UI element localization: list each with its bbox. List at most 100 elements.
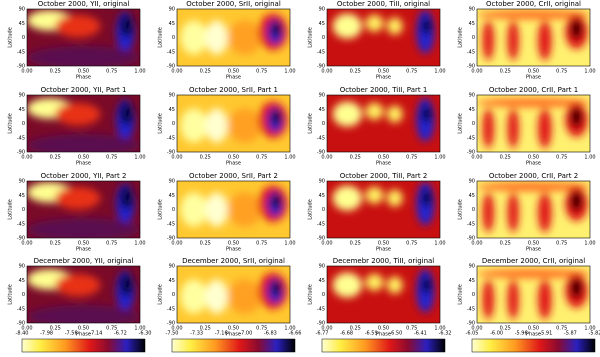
y-tick-label: 0 (472, 121, 475, 127)
x-tick-label: 0.25 (500, 326, 511, 332)
heat-blob (477, 10, 590, 20)
heat-blob (271, 22, 281, 36)
x-tick-label: 0.75 (256, 326, 267, 332)
y-tick-label: 0 (22, 35, 25, 41)
heat-blob (482, 279, 494, 320)
y-tick-label: -90 (167, 321, 175, 327)
y-tick-label: 90 (469, 93, 475, 99)
y-tick-label: -45 (167, 135, 175, 141)
colorbar-tick-label: -5.87 (564, 331, 577, 337)
y-tick-label: 45 (169, 278, 175, 284)
x-axis-label: Phase (376, 161, 391, 167)
heat-blob (386, 105, 403, 123)
y-axis-label: Latitude (158, 27, 164, 48)
heat-blob (120, 273, 133, 297)
heat-blob (55, 102, 101, 126)
x-tick-label: 1.00 (434, 155, 445, 161)
heat-blob (271, 281, 281, 295)
panel-frame (26, 94, 141, 153)
colorbar (471, 338, 596, 353)
heat-blobs (332, 269, 435, 313)
x-tick-label: 0.75 (556, 241, 567, 247)
y-axis-label: Latitude (8, 199, 14, 220)
y-tick-label: -45 (317, 306, 325, 312)
heat-blob (180, 108, 208, 143)
x-tick-label: 0.50 (378, 241, 389, 247)
y-axis-label: Latitude (308, 113, 314, 134)
heat-blobs (332, 182, 435, 226)
y-tick-label: -45 (317, 221, 325, 227)
x-tick-label: 0.00 (21, 155, 32, 161)
x-tick-label: 0.75 (256, 69, 267, 75)
colorbar-tick-label: -7.56 (65, 331, 78, 337)
y-tick-label: 45 (19, 107, 25, 113)
y-tick-label: -45 (467, 221, 475, 227)
heat-blob (271, 110, 281, 124)
heat-blob (180, 192, 208, 227)
y-tick-label: 90 (169, 93, 175, 99)
colorbar-tick-label: -6.30 (139, 331, 152, 337)
panel-frame (326, 94, 441, 153)
y-tick-label: -45 (17, 49, 25, 55)
y-tick-label: 90 (319, 7, 325, 13)
panel-frame (176, 8, 291, 67)
y-tick-label: 0 (322, 121, 325, 127)
heatmap (27, 9, 140, 66)
heat-blob (27, 218, 140, 238)
y-axis-label: Latitude (308, 284, 314, 305)
x-tick-label: 0.50 (78, 69, 89, 75)
x-tick-label: 0.00 (21, 326, 32, 332)
x-tick-label: 0.25 (50, 155, 61, 161)
panel-frame (476, 94, 591, 153)
heat-blob (570, 190, 583, 212)
panel-frame (476, 265, 591, 324)
panel-title: October 2000, CrII, Part 2 (489, 172, 578, 180)
heat-blobs (180, 272, 288, 314)
x-tick-label: 1.00 (134, 69, 145, 75)
colorbar-tick-label: -7.14 (89, 331, 102, 337)
heat-blobs (27, 98, 140, 152)
x-axis-label: Phase (526, 247, 541, 253)
heat-blob (332, 101, 363, 127)
heat-blob (120, 14, 133, 38)
heat-blob (227, 192, 262, 227)
heat-blob (365, 186, 384, 204)
x-tick-label: 0.00 (321, 241, 332, 247)
x-tick-label: 0.75 (406, 155, 417, 161)
y-tick-label: 45 (169, 193, 175, 199)
x-tick-label: 1.00 (434, 241, 445, 247)
heat-blob (227, 108, 262, 143)
heat-blob (421, 189, 431, 207)
y-tick-label: 90 (319, 93, 325, 99)
x-tick-label: 0.75 (406, 326, 417, 332)
panel-title: October 2000, TiII, Part 1 (340, 86, 428, 94)
y-tick-label: 45 (469, 193, 475, 199)
y-axis-label: Latitude (8, 27, 14, 48)
panel-frame (476, 180, 591, 239)
y-axis-label: Latitude (158, 284, 164, 305)
x-tick-label: 0.50 (528, 241, 539, 247)
panel-frame (176, 180, 291, 239)
y-tick-label: -90 (17, 236, 25, 242)
y-tick-label: -45 (17, 306, 25, 312)
colorbar-tick-label: -6.83 (264, 331, 277, 337)
colorbar-tick-label: -7.98 (40, 331, 53, 337)
x-tick-label: 0.75 (556, 155, 567, 161)
x-tick-label: 0.75 (556, 326, 567, 332)
colorbar-tick-label: -5.82 (589, 331, 600, 337)
x-tick-label: 1.00 (134, 155, 145, 161)
x-tick-label: 0.25 (200, 69, 211, 75)
heat-blobs (180, 101, 288, 143)
panel-title: October 2000, YII, Part 1 (41, 86, 127, 94)
heatmap (27, 181, 140, 238)
colorbar-tick-label: -7.16 (215, 331, 228, 337)
y-tick-label: -45 (467, 135, 475, 141)
y-axis-label: Latitude (308, 199, 314, 220)
y-tick-label: -45 (317, 49, 325, 55)
panel-title: October 2000, YII, original (38, 0, 130, 8)
heatmap (327, 181, 440, 238)
x-axis-label: Phase (76, 75, 91, 81)
y-tick-label: 90 (19, 7, 25, 13)
heat-blobs (332, 98, 435, 142)
y-tick-label: 45 (319, 21, 325, 27)
